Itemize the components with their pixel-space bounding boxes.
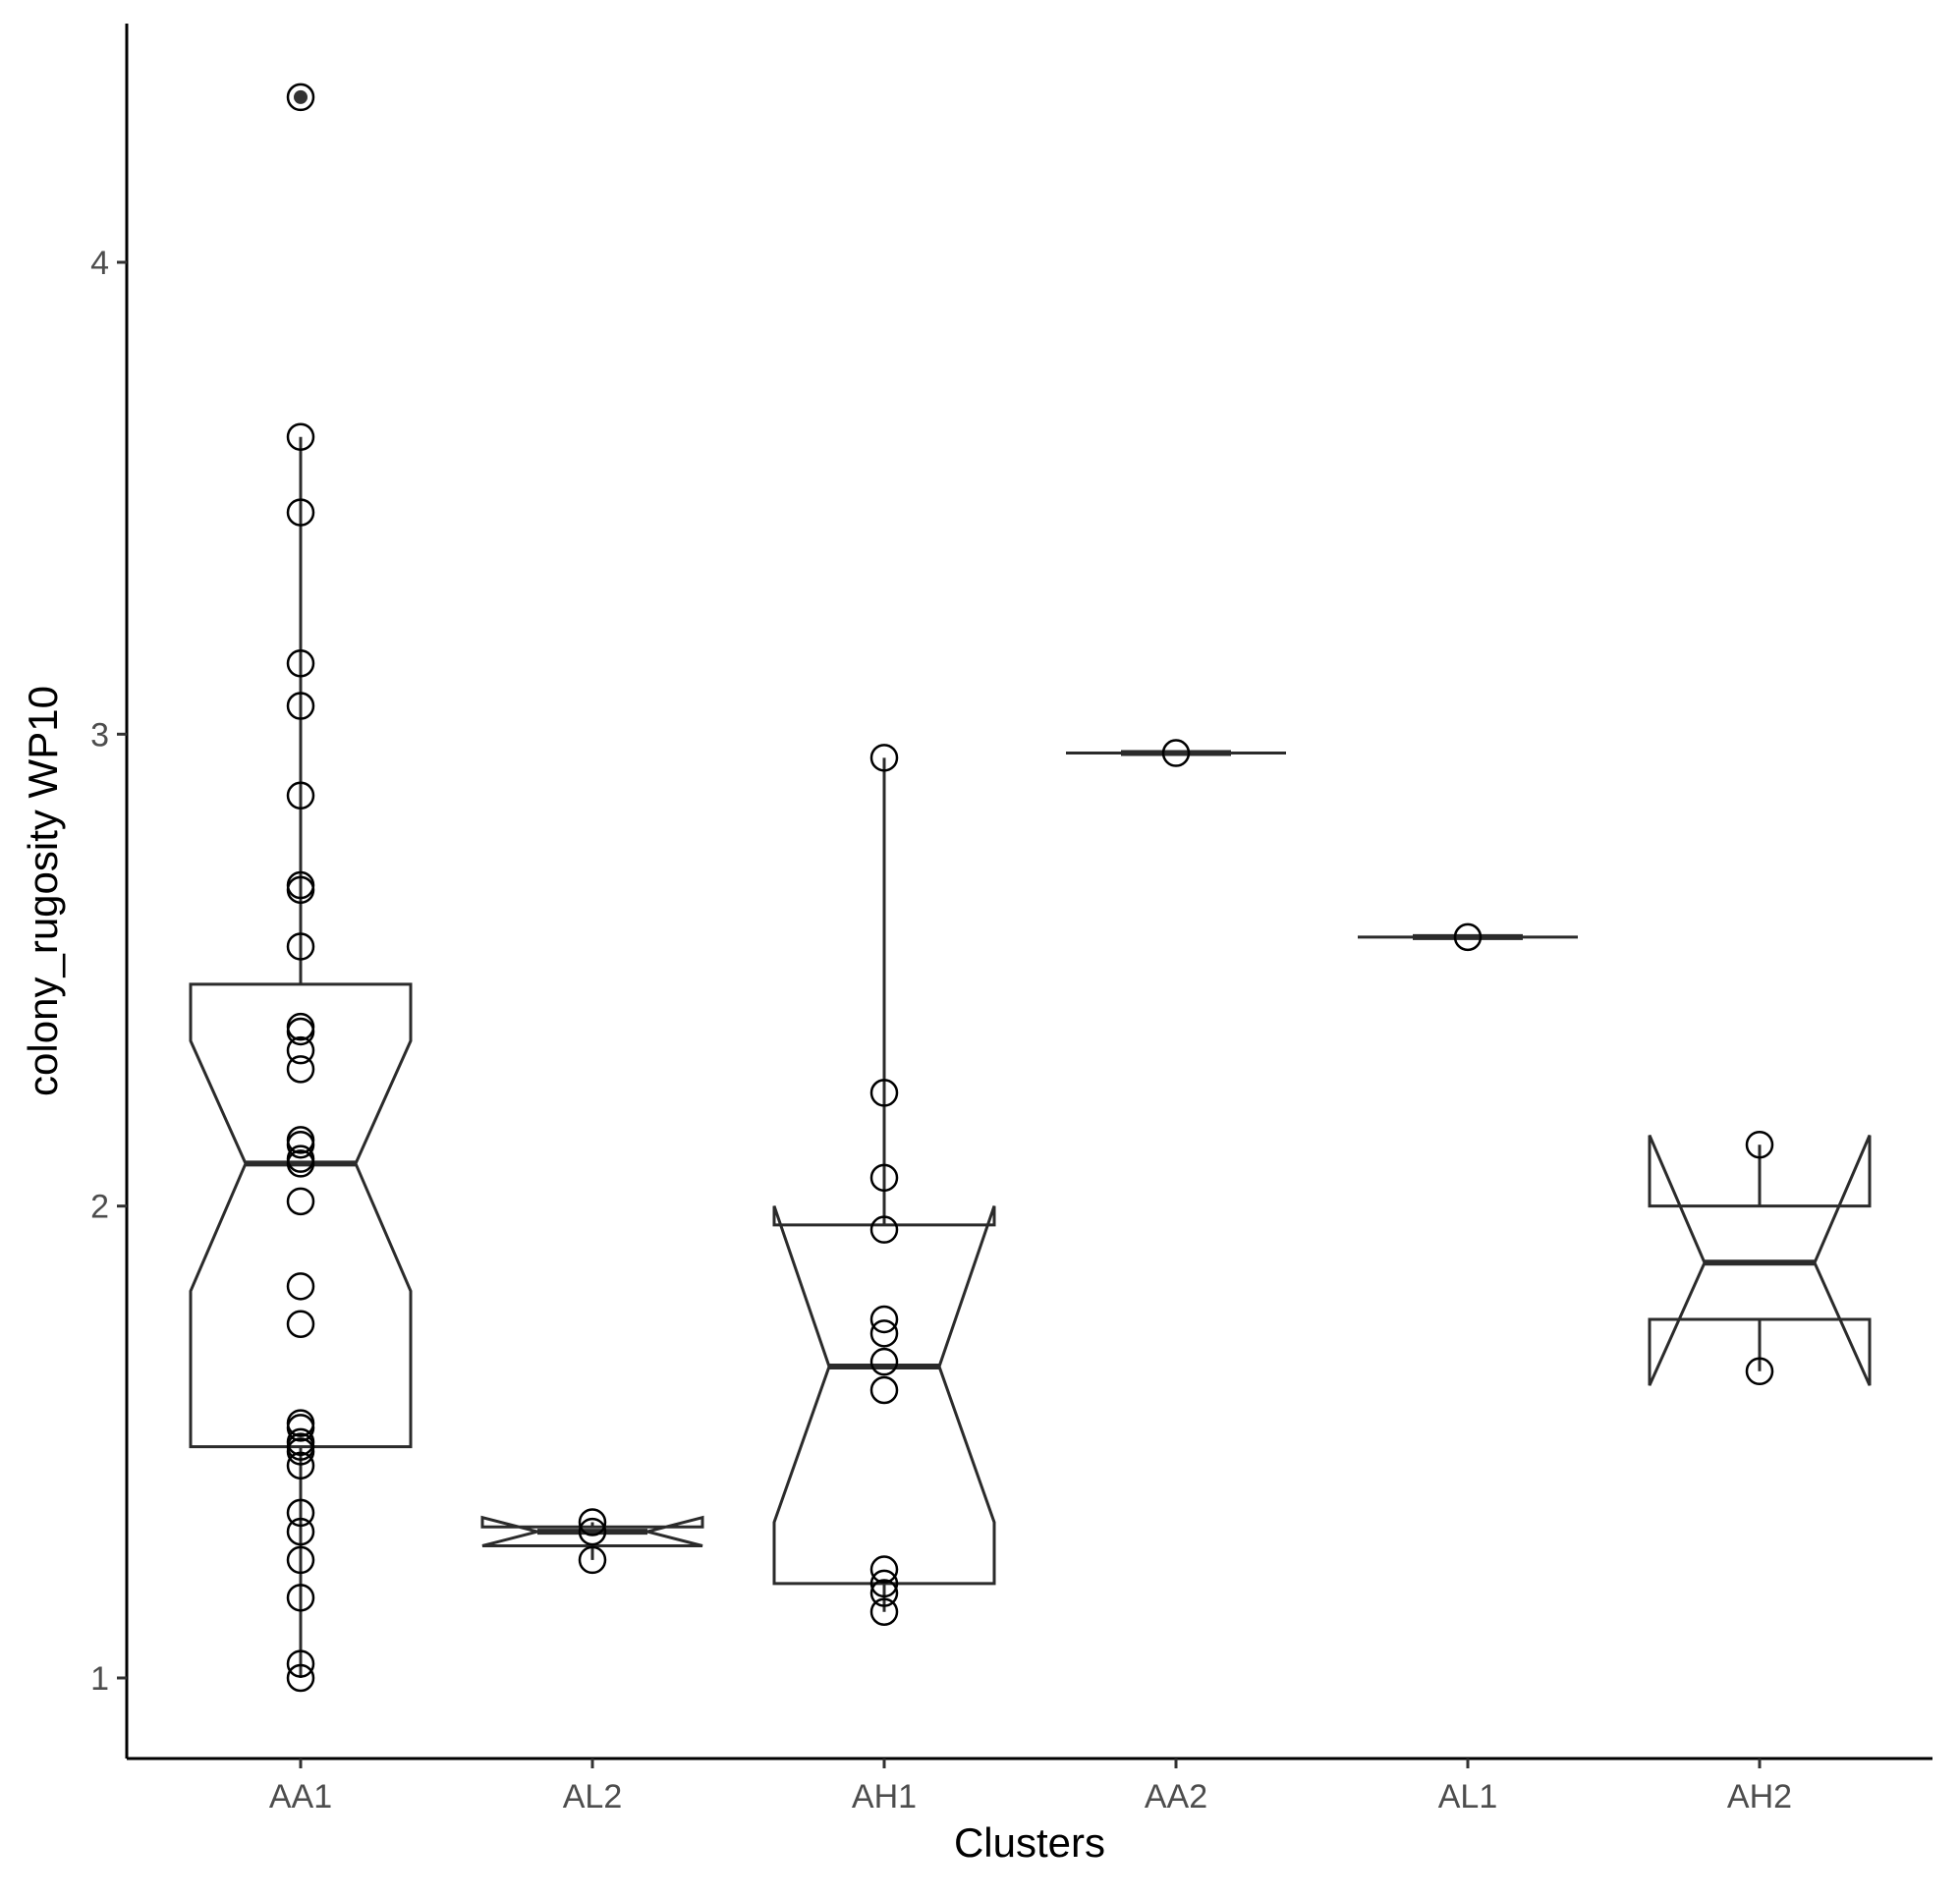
data-point [286,1649,315,1678]
data-point [286,649,315,678]
data-point [869,744,899,772]
data-point [869,1579,899,1607]
data-point [869,1555,899,1584]
data-point [578,1545,607,1575]
data-point [578,1508,607,1536]
data-point [286,932,315,961]
boxes-layer [189,89,1872,1678]
data-point [286,692,315,720]
box-outline [189,982,413,1449]
box-outline [772,1205,996,1586]
box-outline [480,1515,704,1548]
data-point [869,1347,899,1376]
outlier-point [294,89,308,104]
data-point [869,1215,899,1244]
data-point [286,1498,315,1528]
x-tick-label: AA2 [1145,1778,1207,1815]
data-point [286,1414,315,1442]
x-axis-title: Clusters [954,1819,1105,1866]
x-tick-label: AH2 [1727,1778,1792,1815]
data-point [1745,1357,1774,1386]
data-point [286,1035,315,1065]
y-tick-label: 2 [90,1189,109,1226]
x-tick-label: AA1 [269,1778,332,1815]
x-tick-label: AL1 [1438,1778,1498,1815]
data-point [286,781,315,810]
data-point [869,1163,899,1193]
data-point [286,1187,315,1216]
y-tick-label: 4 [90,245,109,282]
data-point [286,1310,315,1338]
data-point [869,1569,899,1598]
data-point [869,1305,899,1334]
data-point [286,1517,315,1546]
data-point [286,1451,315,1480]
box-outline [1648,1135,1872,1386]
x-ticks: AA1 AL2 AH1 AA2 AL1 AH2 [269,1759,1792,1815]
x-tick-label: AL2 [563,1778,623,1815]
data-point [286,875,315,905]
data-point [1745,1130,1774,1159]
data-point [1161,739,1191,767]
data-point [286,1545,315,1575]
data-point [286,1055,315,1084]
y-tick-label: 3 [90,716,109,754]
data-point [286,1437,315,1466]
data-point [286,1584,315,1612]
data-point [869,1079,899,1107]
data-point [869,1375,899,1405]
data-point [286,422,315,451]
data-point [286,1663,315,1693]
data-point [869,1597,899,1627]
points-layer [286,83,1774,1693]
data-point [578,1517,607,1546]
data-point [286,83,315,112]
y-axis-title: colony_rugosity WP10 [20,686,66,1096]
data-point [286,498,315,527]
x-tick-label: AH1 [852,1778,917,1815]
axes-layer [125,24,1932,1760]
data-point [1453,922,1483,952]
data-point [286,1272,315,1301]
data-point [286,1130,315,1159]
data-point [286,1017,315,1046]
y-tick-label: 1 [90,1660,109,1698]
data-point [869,1319,899,1348]
data-point [286,1149,315,1178]
y-ticks: 1 2 3 4 [90,245,127,1698]
